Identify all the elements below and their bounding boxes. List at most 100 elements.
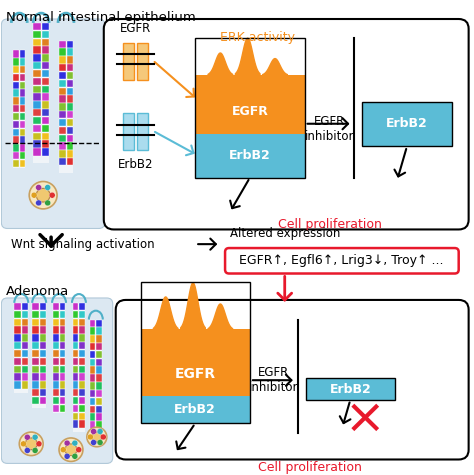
Bar (96, 390, 102, 397)
Bar (42, 117, 49, 124)
Bar (40, 373, 46, 380)
Bar (33, 62, 41, 69)
Bar (59, 40, 65, 48)
Text: Cell proliferation: Cell proliferation (258, 461, 362, 474)
Bar (32, 358, 39, 365)
Circle shape (32, 434, 38, 440)
Circle shape (72, 440, 78, 446)
Bar (42, 47, 49, 54)
Bar (59, 95, 65, 103)
Bar (90, 327, 95, 335)
Bar (32, 334, 39, 342)
Bar (53, 397, 59, 404)
Bar (13, 144, 19, 152)
Bar (96, 382, 102, 389)
Bar (40, 366, 46, 373)
Bar (80, 397, 85, 404)
Text: EGFR
inhibitor: EGFR inhibitor (305, 114, 354, 142)
Bar (195, 38, 305, 178)
Circle shape (36, 185, 42, 190)
Bar (20, 160, 25, 167)
Bar (53, 342, 59, 350)
Bar (60, 373, 65, 380)
Text: EGFR: EGFR (120, 22, 151, 35)
Bar (22, 373, 28, 380)
Bar (60, 358, 65, 365)
FancyBboxPatch shape (116, 300, 469, 459)
Bar (20, 105, 25, 113)
Bar (73, 326, 78, 334)
Bar (59, 142, 65, 150)
Bar (59, 87, 65, 95)
Circle shape (36, 441, 42, 447)
Bar (32, 373, 39, 380)
Bar (22, 311, 28, 318)
Bar (73, 405, 78, 412)
Bar (40, 303, 46, 310)
Bar (13, 136, 19, 144)
Bar (90, 320, 102, 442)
Bar (66, 127, 73, 134)
Bar (141, 329, 250, 396)
Ellipse shape (92, 432, 102, 442)
Bar (362, 102, 452, 146)
Bar (59, 150, 65, 158)
Bar (40, 350, 46, 357)
Bar (33, 101, 41, 109)
Bar (32, 381, 39, 389)
Bar (137, 42, 147, 80)
FancyBboxPatch shape (104, 19, 469, 229)
Bar (33, 94, 41, 101)
Bar (96, 406, 102, 413)
Bar (40, 389, 46, 396)
Bar (80, 326, 85, 334)
Bar (13, 129, 19, 136)
Bar (42, 31, 49, 38)
Bar (90, 429, 95, 437)
Bar (13, 66, 19, 73)
Bar (42, 109, 49, 116)
Bar (32, 350, 39, 357)
Bar (14, 303, 21, 310)
Bar (53, 303, 59, 310)
Bar (33, 125, 41, 132)
Bar (73, 373, 78, 380)
Bar (13, 152, 19, 160)
Bar (14, 358, 21, 365)
Bar (22, 366, 28, 373)
Bar (22, 319, 28, 326)
Circle shape (91, 428, 97, 435)
Bar (40, 397, 46, 404)
Bar (137, 113, 147, 150)
Bar (20, 152, 25, 160)
Bar (123, 42, 134, 80)
Bar (73, 420, 78, 428)
Ellipse shape (25, 438, 37, 450)
Bar (80, 342, 85, 350)
Bar (40, 326, 46, 334)
Bar (14, 334, 21, 342)
Bar (33, 23, 41, 30)
Bar (32, 366, 39, 373)
Bar (96, 359, 102, 366)
Circle shape (87, 434, 93, 440)
Circle shape (45, 185, 51, 190)
Bar (20, 129, 25, 136)
FancyBboxPatch shape (1, 298, 113, 464)
Text: Adenoma: Adenoma (6, 285, 70, 298)
Bar (60, 366, 65, 373)
Circle shape (97, 428, 103, 435)
Bar (80, 350, 85, 357)
Bar (60, 334, 65, 342)
Bar (73, 303, 85, 432)
Bar (14, 350, 21, 357)
Bar (66, 87, 73, 95)
Bar (73, 389, 78, 396)
Bar (90, 367, 95, 374)
Bar (90, 390, 95, 397)
Bar (53, 358, 59, 365)
Bar (13, 50, 19, 57)
Bar (13, 160, 19, 167)
Bar (53, 373, 59, 380)
Bar (90, 398, 95, 405)
